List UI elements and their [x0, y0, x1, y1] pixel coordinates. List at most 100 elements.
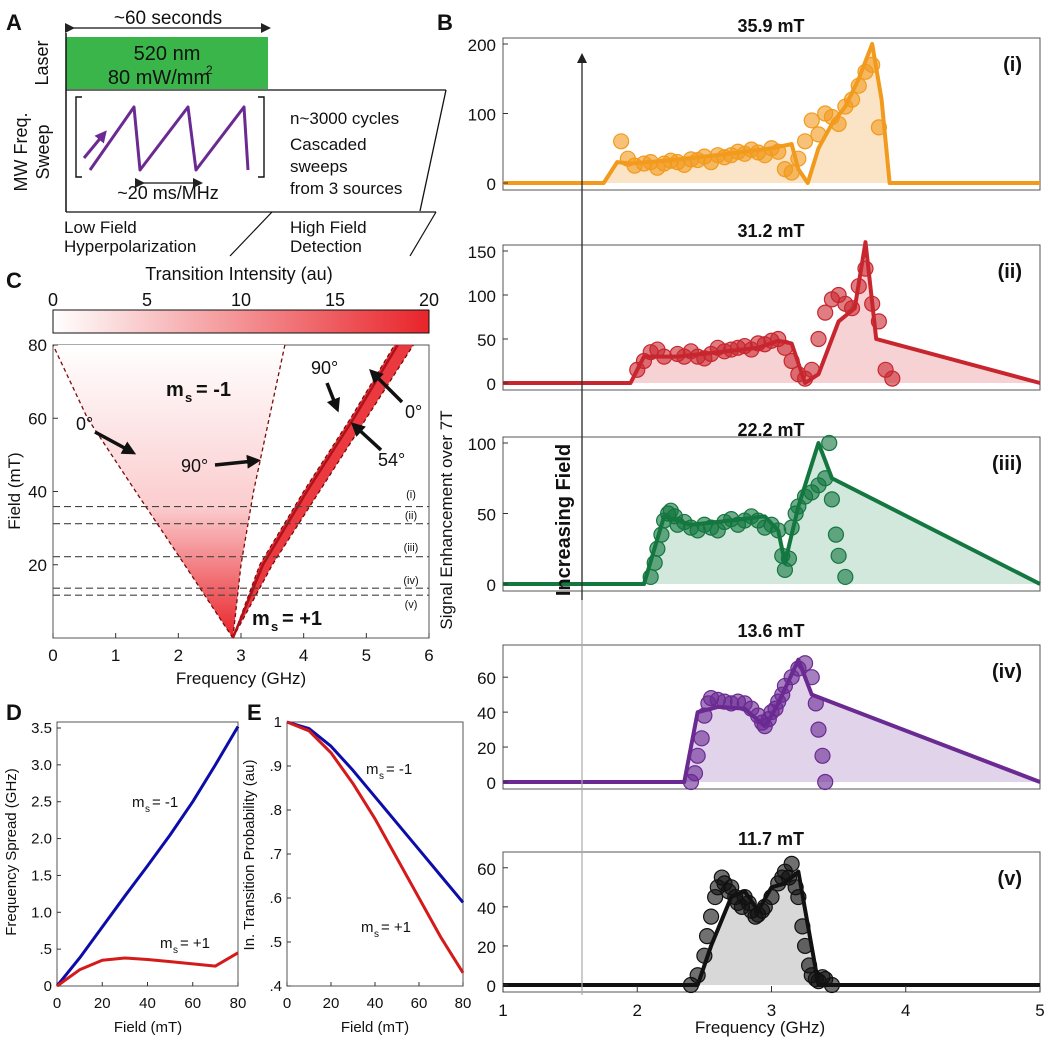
- panel-d-xtick-label: 80: [230, 995, 247, 1012]
- subplot-ytick-label: 100: [468, 106, 496, 125]
- panel-e-xtick-label: 80: [455, 995, 472, 1012]
- field-line-label: (iii): [404, 542, 419, 554]
- sweep-bracket-left: [75, 96, 82, 178]
- subplot-title: 31.2 mT: [737, 221, 804, 241]
- panel-d-label-minus-val: = -1: [152, 794, 178, 811]
- heatmap-ytick-label: 40: [28, 483, 47, 502]
- sweep-direction-arrow: [82, 130, 107, 159]
- panel-e-ylabel: In. Transition Probability (au): [241, 760, 258, 951]
- subplot-2: 0 50 100 150 31.2 mT (ii): [468, 221, 1041, 394]
- panel-b-xtick-label: 4: [901, 1001, 910, 1020]
- panel-b-ylabel: Signal Enhancement over 7T: [437, 410, 456, 629]
- heatmap-annotations: m s = -1 m s = +1 0° 90° 90° 0° 54°: [76, 358, 422, 634]
- panel-d-ytick-label: 1.0: [31, 904, 52, 921]
- panel-b-xlabel: Frequency (GHz): [695, 1018, 825, 1037]
- colorbar-tick-label: 5: [142, 290, 152, 310]
- subplot-data-point: [783, 855, 800, 872]
- laser-power-exponent: 2: [206, 63, 213, 77]
- increasing-field-label: Increasing Field: [553, 444, 575, 596]
- colorbar-tick-label: 0: [48, 290, 58, 310]
- subplot-data-point: [823, 491, 841, 508]
- subplot-data-point: [689, 747, 706, 764]
- period-label: ~20 ms/MHz: [117, 183, 219, 203]
- panel-e-label-minus-m: m: [366, 761, 379, 778]
- subplot-title: 13.6 mT: [737, 621, 804, 641]
- panel-d-ytick-label: 2.0: [31, 831, 52, 848]
- phase-end: [409, 211, 437, 257]
- ms-plus-sub: s: [271, 619, 278, 634]
- panel-e-axes: 0 20 40 60 80 .4 .5 .6 .7 .8 .9 1: [269, 714, 471, 1012]
- subplot-data-point: [613, 133, 630, 150]
- subplot-ytick-label: 40: [477, 704, 496, 723]
- panel-e-label-plus-sub: s: [374, 929, 379, 940]
- subplot-data-point: [796, 133, 814, 150]
- heatmap-ytick-label: 20: [28, 556, 47, 575]
- panel-d: D 0 20 40 60 80 0 .5 1.0 1.5 2.0 2.5 3.0 3.5 Frequen…: [3, 700, 246, 1036]
- panel-e-ytick-label: .8: [269, 802, 282, 819]
- sweep-axis-label-1: MW Freq.: [11, 113, 31, 192]
- subplot-ytick-label: 50: [477, 506, 496, 525]
- subplot-fit-line: [503, 869, 1040, 987]
- branch-ms-plus-54deg: [231, 344, 399, 639]
- ms-plus-val: = +1: [282, 608, 322, 630]
- heatmap-xtick-label: 3: [236, 646, 245, 665]
- subplot-roman-label: (v): [998, 868, 1022, 890]
- panel-e-label-plus-val: = +1: [381, 919, 411, 936]
- panel-d-label-plus-sub: s: [173, 945, 178, 956]
- panel-e-label-plus-m: m: [361, 919, 374, 936]
- subplot-fit-line: [503, 657, 1041, 784]
- branch-ms-minus-0deg: [52, 344, 234, 639]
- deg54: 54°: [378, 450, 405, 470]
- panel-d-ytick-label: 0: [44, 978, 52, 995]
- field-lines: (i) (ii) (iii) (iv) (v): [53, 489, 429, 611]
- subplot-ytick-label: 200: [468, 36, 496, 55]
- subplot-data-point: [821, 434, 838, 452]
- panel-e-series-ms-plus: [286, 720, 465, 974]
- panel-d-ytick-label: 3.0: [31, 757, 52, 774]
- heatmap-xtick-label: 1: [111, 646, 120, 665]
- colorbar-ticks: 0 5 10 15 20: [48, 290, 439, 310]
- panel-d-series-ms-minus: [55, 725, 240, 987]
- panel-a: A ~60 seconds 520 nm 80 mW/mm 2 Laser MW…: [6, 8, 447, 257]
- subplot-ytick-label: 50: [477, 331, 496, 350]
- panel-d-lines: [55, 725, 240, 988]
- subplot-roman-label: (i): [1003, 54, 1022, 76]
- subplot-ytick-label: 0: [487, 774, 496, 793]
- sweep-bracket-right: [258, 96, 265, 178]
- deg0-left: 0°: [76, 414, 93, 434]
- deg0-left-arrow: [94, 430, 137, 455]
- phase-high-2: Detection: [290, 237, 362, 256]
- panel-d-frame: [56, 721, 239, 987]
- sweep-axis-label-2: Sweep: [33, 124, 53, 179]
- subplot-ytick-label: 20: [477, 739, 496, 758]
- panel-e-xlabel: Field (mT): [341, 1019, 409, 1036]
- panel-b-xtick-label: 2: [633, 1001, 642, 1020]
- subplot-ytick-label: 0: [487, 175, 496, 194]
- subplot-ytick-label: 0: [487, 576, 496, 595]
- subplot-data-point: [884, 370, 901, 387]
- panel-d-xtick-label: 60: [184, 995, 201, 1012]
- panel-e-ytick-label: .5: [269, 934, 282, 951]
- heatmap-axes: 0 1 2 3 4 5 6 20 40 60 80: [28, 336, 434, 665]
- panel-d-xtick-label: 40: [139, 995, 156, 1012]
- panel-e-lines: [286, 720, 465, 974]
- colorbar-tick-label: 15: [325, 290, 345, 310]
- subplot-fit-line: [503, 42, 1040, 185]
- laser-axis-label: Laser: [32, 40, 52, 85]
- subplot-data-point: [827, 526, 845, 543]
- heatmap-xtick-label: 2: [174, 646, 183, 665]
- phase-divider: [229, 211, 273, 257]
- colorbar: [52, 309, 430, 334]
- subplot-data-point: [693, 730, 710, 747]
- subplot-ytick-label: 60: [477, 669, 496, 688]
- subplot-ytick-label: 100: [468, 287, 496, 306]
- ms-minus-sub: s: [185, 390, 192, 405]
- deg54-arrow: [350, 422, 383, 452]
- subplot-roman-label: (ii): [998, 261, 1022, 283]
- colorbar-tick-label: 10: [231, 290, 251, 310]
- subplot-ytick-label: 0: [487, 375, 496, 394]
- note-sources: from 3 sources: [290, 179, 402, 198]
- colorbar-tick-label: 20: [419, 290, 439, 310]
